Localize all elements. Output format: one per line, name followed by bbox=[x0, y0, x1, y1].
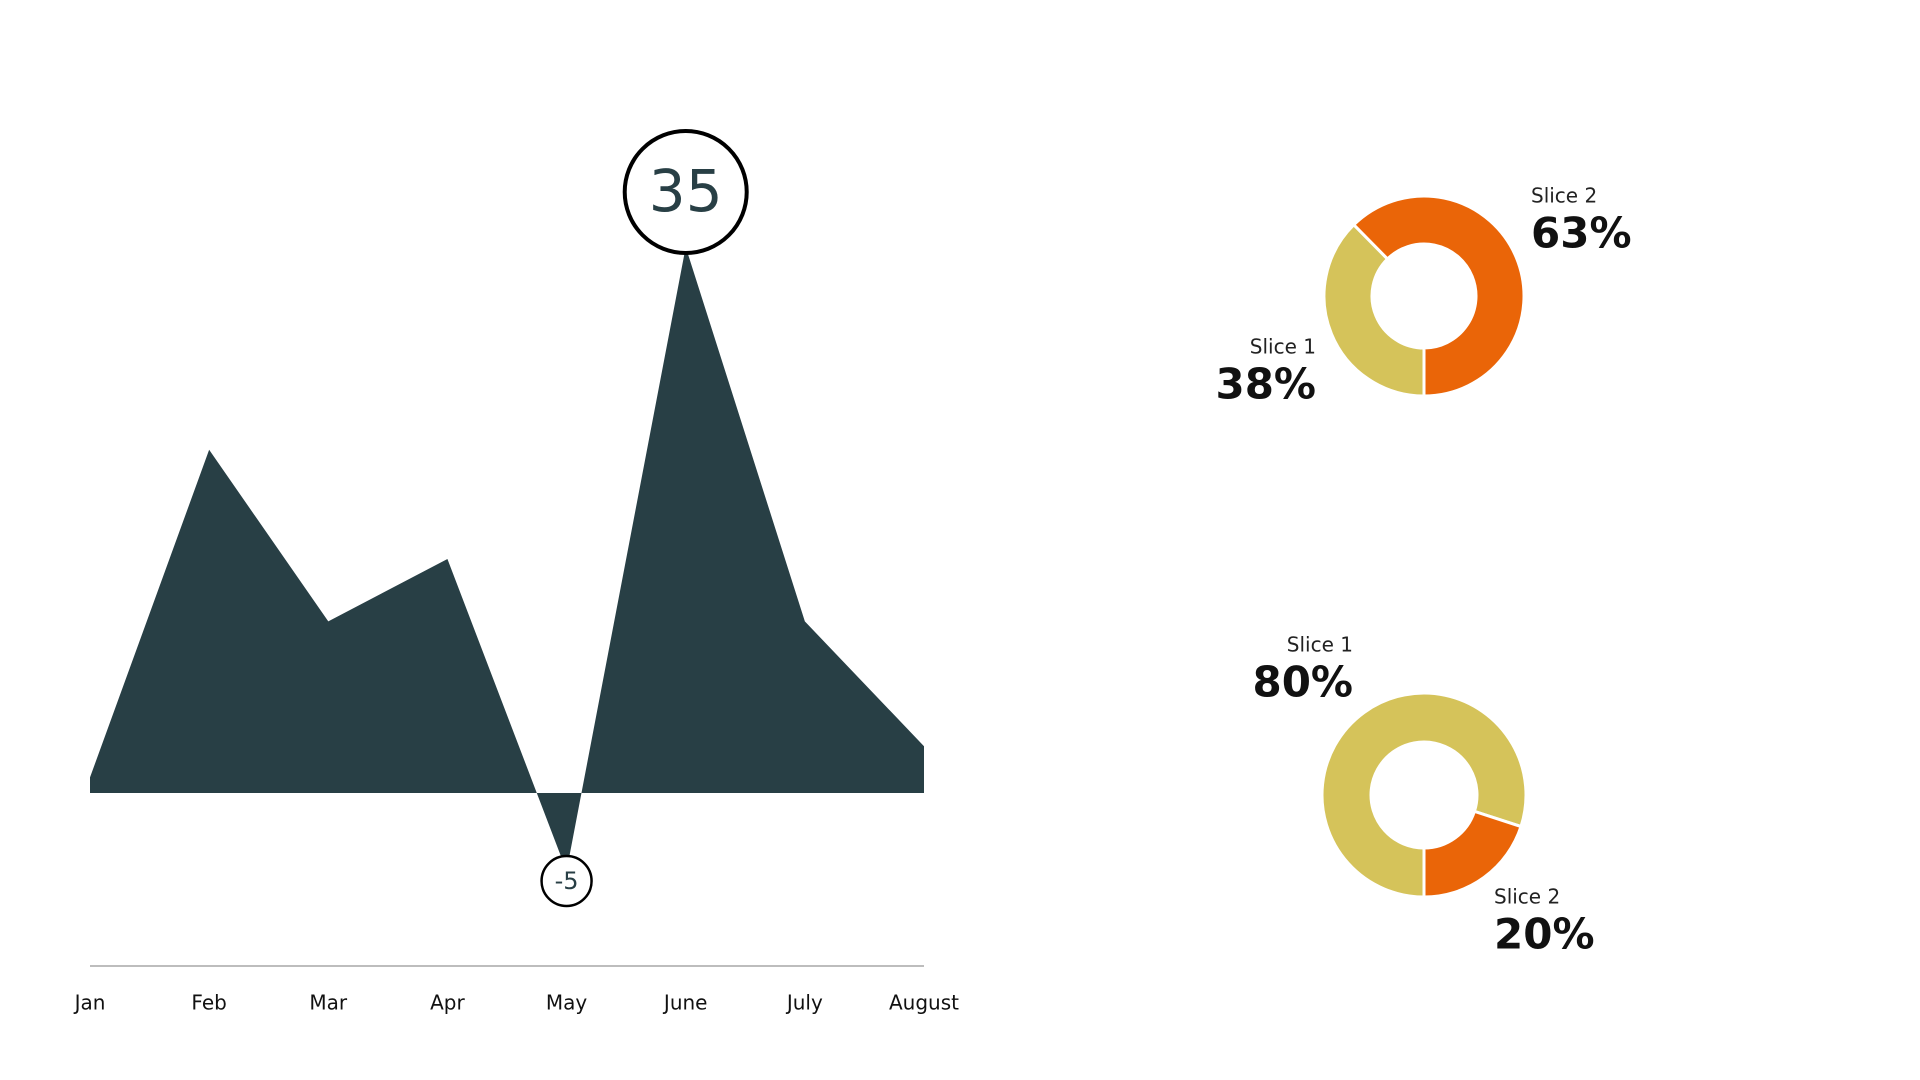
slice-value: 63% bbox=[1531, 209, 1632, 258]
slice-name: Slice 1 bbox=[1250, 335, 1316, 359]
donut-slice bbox=[1322, 222, 1426, 398]
slice-name: Slice 1 bbox=[1287, 633, 1353, 657]
donut-slice bbox=[1422, 809, 1523, 899]
data-label-circle bbox=[622, 129, 749, 255]
x-tick-label: June bbox=[662, 991, 708, 1015]
data-label: -5 bbox=[555, 867, 579, 895]
slice-value: 38% bbox=[1215, 360, 1316, 409]
x-tick-label: Feb bbox=[191, 991, 226, 1015]
slice-name: Slice 2 bbox=[1531, 184, 1597, 208]
x-tick-label: Apr bbox=[430, 991, 465, 1015]
area bbox=[90, 247, 924, 871]
x-tick-label: Jan bbox=[73, 991, 106, 1015]
donut-slice bbox=[1320, 691, 1528, 899]
x-tick-label: Mar bbox=[309, 991, 348, 1015]
slice-name: Slice 2 bbox=[1494, 885, 1560, 909]
slice-value: 20% bbox=[1494, 910, 1595, 959]
x-tick-label: July bbox=[785, 991, 823, 1015]
data-label-circle bbox=[540, 854, 593, 908]
x-tick-label: May bbox=[546, 991, 588, 1015]
x-tick-label: August bbox=[889, 991, 959, 1015]
data-label: 35 bbox=[649, 157, 723, 225]
donut-slice bbox=[1351, 194, 1526, 398]
slice-value: 80% bbox=[1252, 658, 1353, 707]
